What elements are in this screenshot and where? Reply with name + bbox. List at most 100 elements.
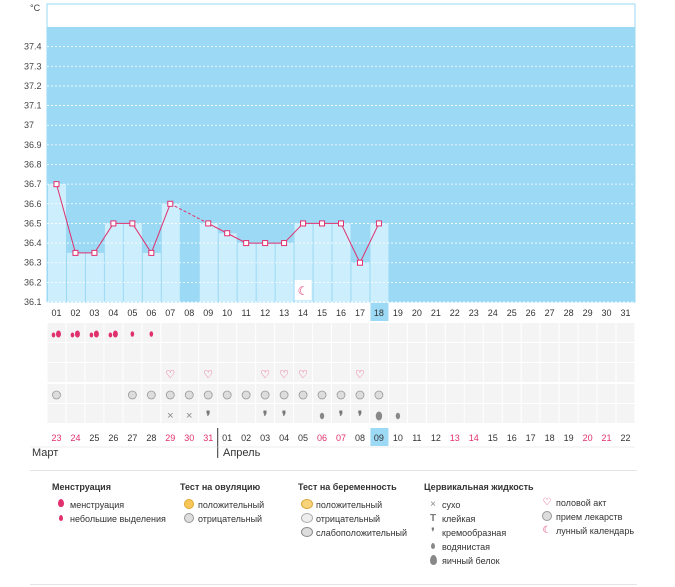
symptom-cell[interactable] bbox=[85, 343, 104, 362]
temperature-point[interactable] bbox=[91, 249, 98, 256]
symptom-cell[interactable] bbox=[464, 384, 483, 403]
symptom-cell[interactable] bbox=[426, 384, 445, 403]
cycle-day-label[interactable]: 27 bbox=[545, 308, 555, 318]
symptom-cell[interactable] bbox=[559, 343, 578, 362]
symptom-cell[interactable] bbox=[237, 363, 256, 382]
cycle-day-label[interactable]: 30 bbox=[602, 308, 612, 318]
temperature-point[interactable] bbox=[72, 249, 79, 256]
symptom-cell[interactable] bbox=[616, 384, 635, 403]
symptom-cell[interactable] bbox=[199, 363, 218, 382]
cycle-day-label[interactable]: 26 bbox=[526, 308, 536, 318]
symptom-cell[interactable] bbox=[521, 384, 540, 403]
symptom-cell[interactable] bbox=[161, 323, 180, 342]
cycle-day-label[interactable]: 17 bbox=[355, 308, 365, 318]
symptom-cell[interactable] bbox=[123, 363, 142, 382]
cycle-day-row[interactable]: 01 02 03 04 05 06 07 08 09 10 11 12 13 14 15 16 17 18 19 20… bbox=[51, 303, 631, 321]
temperature-point[interactable] bbox=[338, 220, 344, 227]
symptom-cell[interactable] bbox=[426, 343, 445, 362]
symptom-cell[interactable] bbox=[407, 323, 426, 342]
symptom-cell[interactable] bbox=[540, 384, 559, 403]
symptom-cell[interactable] bbox=[237, 404, 256, 423]
symptom-cell[interactable] bbox=[237, 343, 256, 362]
cycle-day-label[interactable]: 12 bbox=[260, 308, 270, 318]
cycle-day-label[interactable]: 06 bbox=[146, 308, 156, 318]
symptom-cell[interactable] bbox=[294, 323, 313, 342]
symptom-cell[interactable] bbox=[180, 343, 199, 362]
symptom-cell[interactable] bbox=[445, 404, 464, 423]
symptom-cell[interactable] bbox=[275, 343, 294, 362]
cycle-day-label[interactable]: 13 bbox=[279, 308, 289, 318]
temperature-point[interactable] bbox=[224, 230, 231, 237]
symptom-cell[interactable] bbox=[502, 363, 521, 382]
symptom-cell[interactable] bbox=[256, 323, 275, 342]
symptom-cell[interactable] bbox=[616, 363, 635, 382]
symptom-cell[interactable] bbox=[104, 404, 123, 423]
symptom-cell[interactable] bbox=[559, 363, 578, 382]
cycle-day-label[interactable]: 20 bbox=[412, 308, 422, 318]
symptom-cell[interactable] bbox=[597, 384, 616, 403]
symptom-cell[interactable] bbox=[332, 323, 350, 342]
cycle-day-label[interactable]: 31 bbox=[621, 308, 631, 318]
symptom-cell[interactable] bbox=[85, 404, 104, 423]
symptom-cell[interactable] bbox=[597, 404, 616, 423]
symptom-cell[interactable] bbox=[350, 343, 369, 362]
symptom-cell[interactable] bbox=[597, 343, 616, 362]
symptom-cell[interactable] bbox=[142, 343, 161, 362]
symptom-cell[interactable] bbox=[407, 363, 426, 382]
symptom-cell[interactable] bbox=[388, 363, 407, 382]
symptom-cell[interactable] bbox=[66, 384, 85, 403]
cycle-day-label[interactable]: 08 bbox=[184, 308, 194, 318]
symptom-cell[interactable] bbox=[350, 363, 369, 382]
cycle-day-label[interactable]: 21 bbox=[431, 308, 441, 318]
symptom-cell[interactable] bbox=[294, 363, 313, 382]
symptom-cell[interactable] bbox=[199, 343, 218, 362]
symptom-cell[interactable] bbox=[275, 404, 294, 423]
cycle-day-label[interactable]: 07 bbox=[165, 308, 175, 318]
temperature-point[interactable] bbox=[281, 240, 288, 247]
symptom-cell[interactable] bbox=[426, 404, 445, 423]
symptom-cell[interactable] bbox=[616, 323, 635, 342]
symptom-cell[interactable] bbox=[66, 404, 85, 423]
symptom-cell[interactable] bbox=[559, 404, 578, 423]
symptom-cell[interactable] bbox=[540, 363, 559, 382]
symptom-cell[interactable] bbox=[313, 323, 332, 342]
cycle-day-label[interactable]: 22 bbox=[450, 308, 460, 318]
cycle-day-label[interactable]: 14 bbox=[298, 308, 308, 318]
cycle-day-label[interactable]: 03 bbox=[89, 308, 99, 318]
symptom-cell[interactable] bbox=[47, 404, 66, 423]
symptom-cell[interactable] bbox=[199, 404, 218, 423]
symptom-cell[interactable] bbox=[180, 323, 199, 342]
symptom-cell[interactable] bbox=[123, 343, 142, 362]
symptom-cell[interactable] bbox=[578, 323, 597, 342]
symptom-cell[interactable] bbox=[445, 343, 464, 362]
symptom-cell[interactable] bbox=[275, 323, 294, 342]
symptom-cell[interactable] bbox=[199, 323, 218, 342]
cycle-day-label[interactable]: 05 bbox=[127, 308, 137, 318]
symptom-cell[interactable] bbox=[559, 384, 578, 403]
symptom-cell[interactable] bbox=[161, 343, 180, 362]
symptom-cell[interactable] bbox=[483, 384, 502, 403]
symptom-cell[interactable] bbox=[350, 404, 369, 423]
symptom-cell[interactable] bbox=[104, 343, 123, 362]
symptom-cell[interactable] bbox=[256, 363, 275, 382]
symptom-cell[interactable] bbox=[578, 343, 597, 362]
symptom-cell[interactable] bbox=[369, 363, 388, 382]
cycle-day-label[interactable]: 09 bbox=[203, 308, 213, 318]
symptom-cell[interactable] bbox=[483, 323, 502, 342]
symptom-rows[interactable]: ♡ ♡ ♡ ♡ ♡ ♡ × × ❜ ❜ ❜ ❜ ❜ bbox=[47, 323, 635, 424]
temperature-point[interactable] bbox=[167, 200, 174, 207]
cycle-day-label[interactable]: 15 bbox=[317, 308, 327, 318]
temperature-point[interactable] bbox=[148, 249, 155, 256]
symptom-cell[interactable] bbox=[464, 404, 483, 423]
cycle-day-label[interactable]: 29 bbox=[583, 308, 593, 318]
symptom-cell[interactable] bbox=[85, 363, 104, 382]
symptom-cell[interactable] bbox=[369, 343, 388, 362]
symptom-cell[interactable] bbox=[597, 363, 616, 382]
symptom-cell[interactable] bbox=[332, 343, 350, 362]
temperature-point[interactable] bbox=[110, 220, 117, 227]
symptom-cell[interactable] bbox=[104, 384, 123, 403]
symptom-cell[interactable] bbox=[180, 404, 199, 423]
symptom-cell[interactable] bbox=[445, 384, 464, 403]
symptom-cell[interactable] bbox=[483, 343, 502, 362]
symptom-cell[interactable] bbox=[180, 363, 199, 382]
